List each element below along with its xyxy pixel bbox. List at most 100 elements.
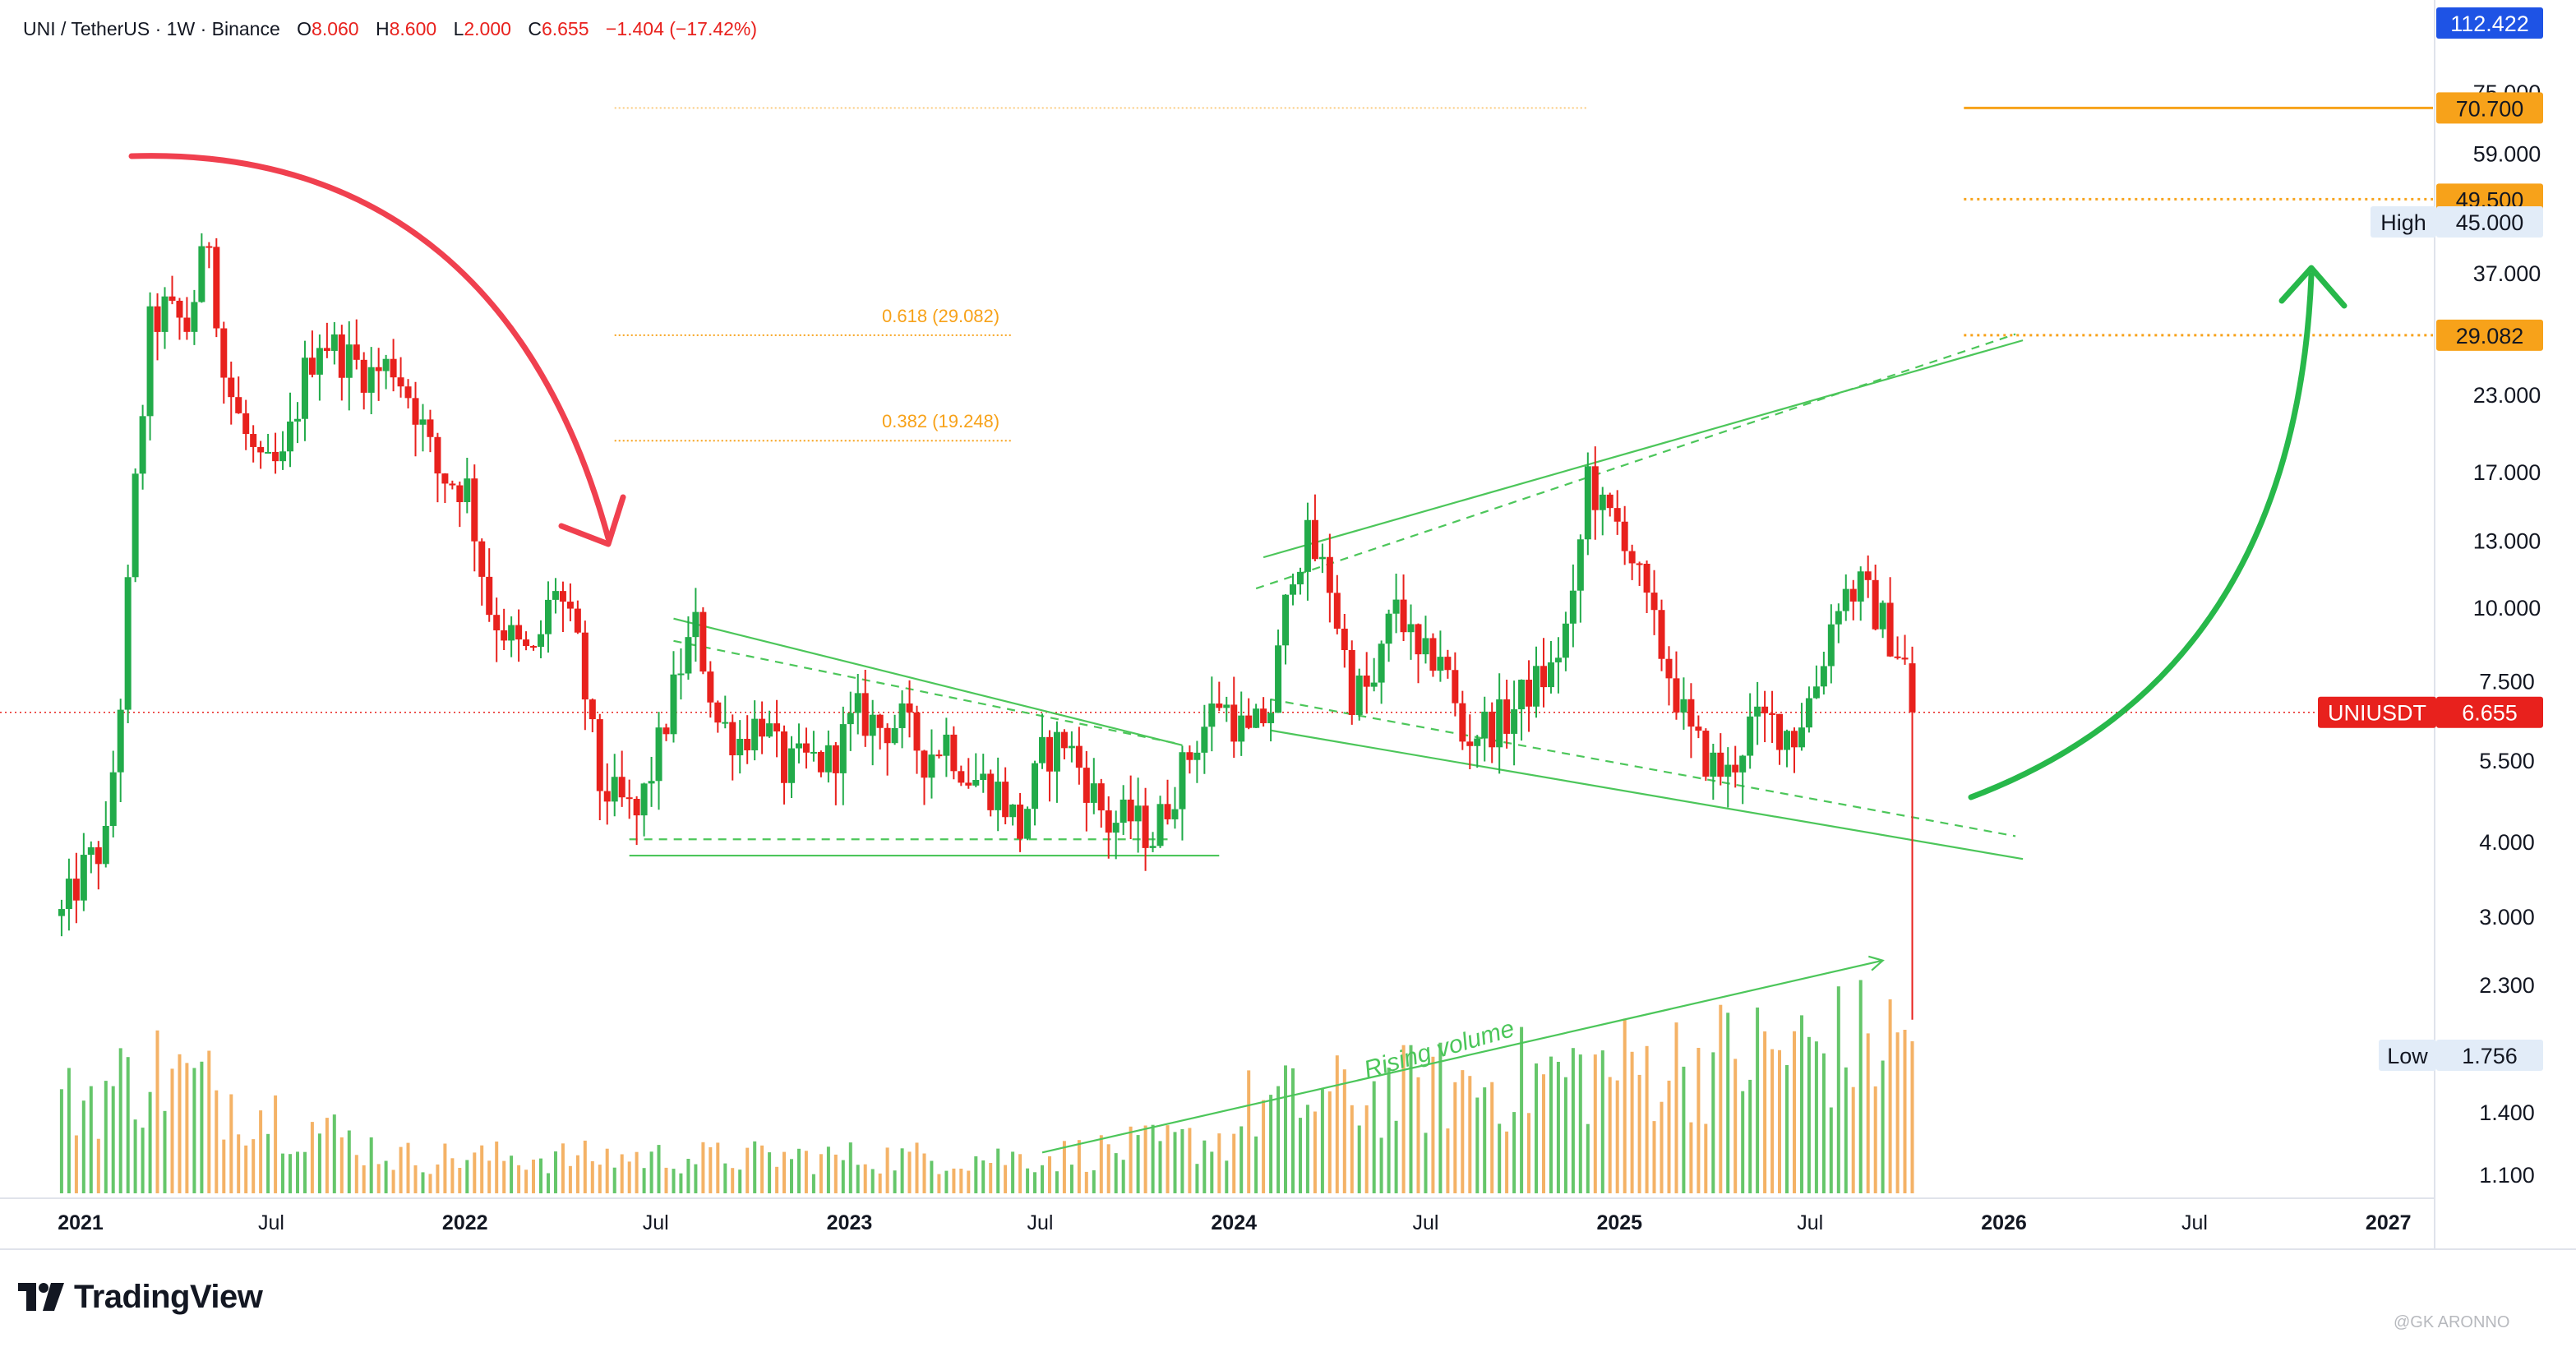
candle-body xyxy=(1569,590,1577,624)
candle xyxy=(1267,699,1275,742)
candle xyxy=(109,750,117,837)
candle-body xyxy=(869,714,876,736)
candle-body xyxy=(773,723,781,732)
candle xyxy=(891,714,898,745)
candle xyxy=(1909,646,1916,1020)
candle xyxy=(493,597,501,662)
candle xyxy=(1407,604,1415,660)
candle-body xyxy=(1090,783,1097,803)
candle-body xyxy=(501,630,508,641)
volume-bar xyxy=(252,1139,256,1193)
candle xyxy=(1827,604,1835,684)
volume-bar xyxy=(1660,1101,1664,1193)
candle xyxy=(80,833,87,911)
candle xyxy=(404,379,412,408)
x-tick-label: 2022 xyxy=(442,1211,488,1234)
candle xyxy=(1511,680,1518,766)
volume-bar xyxy=(465,1160,469,1193)
candle xyxy=(205,242,213,269)
volume-bar xyxy=(1608,1077,1612,1193)
volume-bar xyxy=(1173,1132,1177,1193)
y-tick-label: 5.500 xyxy=(2479,749,2535,773)
candle-body xyxy=(1886,602,1894,657)
candle xyxy=(950,726,958,780)
candle xyxy=(353,319,360,370)
candle xyxy=(1179,745,1186,841)
candle-body xyxy=(272,451,279,462)
volume-bar xyxy=(922,1153,926,1193)
volume-bar xyxy=(1136,1135,1140,1193)
candle-body xyxy=(1289,584,1296,595)
volume-bar xyxy=(339,1137,344,1193)
trendline-early-wedge-mid xyxy=(673,639,1175,745)
candle-body xyxy=(427,419,434,437)
volume-bar xyxy=(989,1163,993,1193)
volume-bar xyxy=(178,1054,182,1193)
candle xyxy=(464,458,471,514)
volume-bars xyxy=(59,980,1914,1193)
volume-bar xyxy=(1026,1168,1030,1193)
candle xyxy=(456,481,464,528)
candle xyxy=(670,651,677,743)
candle xyxy=(1724,747,1732,808)
candle-body xyxy=(235,397,242,413)
candle-body xyxy=(1127,799,1134,822)
volume-bar xyxy=(900,1148,904,1193)
candle-body xyxy=(1452,670,1459,703)
candle-body xyxy=(1584,466,1591,540)
candle-body xyxy=(1511,709,1518,734)
level-price-tag-text: 70.700 xyxy=(2456,96,2524,121)
candle-body xyxy=(242,413,250,435)
candle-body xyxy=(87,846,95,856)
candle-body xyxy=(375,367,382,371)
volume-bar xyxy=(1299,1118,1302,1193)
candle xyxy=(1658,599,1665,671)
candle xyxy=(1216,681,1223,712)
volume-bar xyxy=(937,1174,941,1193)
volume-bar xyxy=(244,1145,248,1193)
volume-bar xyxy=(1188,1128,1192,1193)
volume-bar xyxy=(1520,1026,1524,1193)
volume-bar xyxy=(1821,1053,1826,1193)
tradingview-logo[interactable]: TradingView xyxy=(18,1279,263,1315)
candle xyxy=(1090,758,1097,814)
volume-bar xyxy=(1372,1081,1376,1193)
candle xyxy=(1805,686,1812,733)
candle xyxy=(58,899,65,937)
candle-body xyxy=(530,646,538,648)
candle xyxy=(544,581,552,653)
candle xyxy=(530,644,538,651)
volume-bar xyxy=(723,1163,727,1193)
volume-bar xyxy=(1018,1154,1023,1193)
candle-body xyxy=(1068,745,1075,749)
candle-body xyxy=(1415,624,1422,655)
volume-bar xyxy=(192,1068,196,1193)
volume-bar xyxy=(1143,1125,1147,1193)
candle xyxy=(965,758,972,789)
volume-bar xyxy=(450,1158,455,1193)
volume-bar xyxy=(782,1151,786,1193)
high-value-tag-text: 45.000 xyxy=(2456,210,2524,235)
candle-body xyxy=(913,712,921,751)
candle xyxy=(1385,609,1392,662)
volume-bar xyxy=(458,1168,462,1193)
volume-bar xyxy=(959,1169,963,1193)
candle-body xyxy=(205,246,213,248)
candle-body xyxy=(213,247,220,329)
candle xyxy=(1665,646,1673,706)
candle xyxy=(117,699,124,803)
candle xyxy=(1533,646,1540,718)
volume-bar xyxy=(1556,1062,1560,1193)
candle xyxy=(1466,714,1474,770)
volume-bar xyxy=(885,1147,889,1193)
volume-bar xyxy=(310,1122,314,1193)
high-label: H xyxy=(375,18,390,39)
candle xyxy=(1599,487,1606,536)
red-downtrend-arrowhead xyxy=(558,494,626,547)
candle xyxy=(759,701,766,754)
volume-bar xyxy=(1342,1069,1346,1193)
candle-body xyxy=(891,727,898,744)
candle-body xyxy=(1606,494,1613,509)
